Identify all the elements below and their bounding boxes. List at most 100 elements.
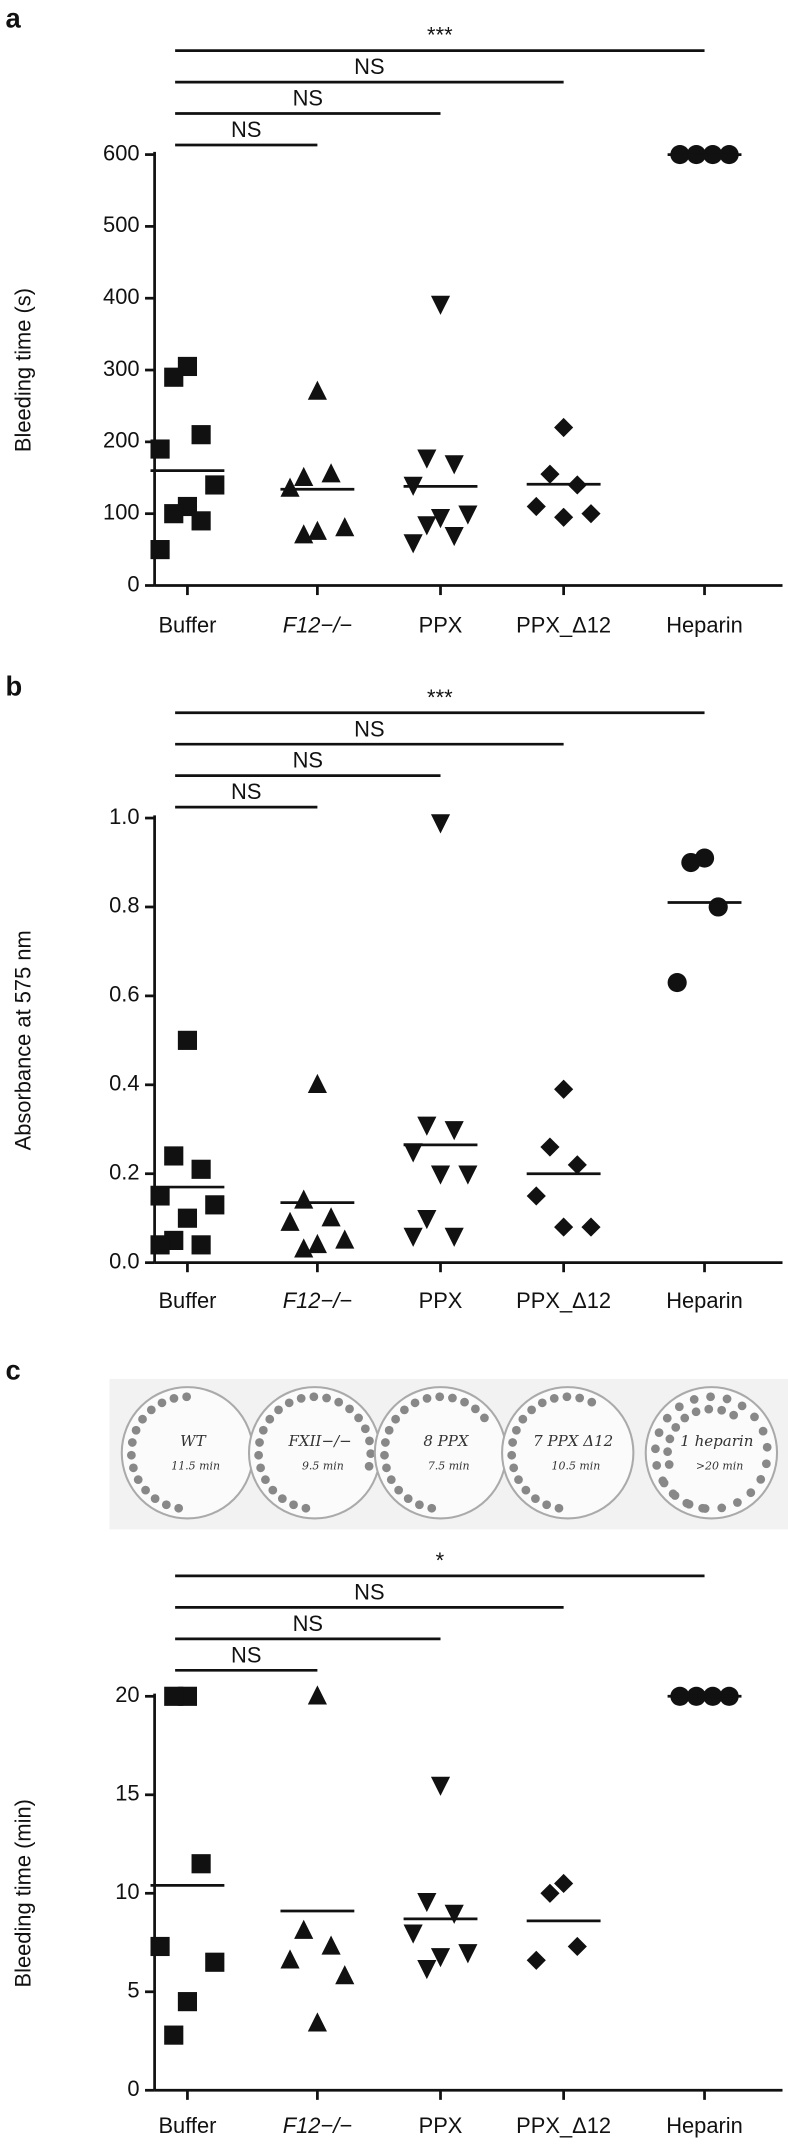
marker bbox=[307, 1233, 327, 1254]
blood-spot bbox=[364, 1461, 374, 1471]
blood-spot bbox=[531, 1494, 540, 1504]
blood-spot bbox=[527, 1405, 536, 1415]
marker bbox=[150, 1936, 170, 1957]
marker bbox=[417, 516, 437, 536]
blood-spot bbox=[354, 1413, 363, 1423]
blood-spot bbox=[127, 1450, 136, 1460]
significance-label: NS bbox=[231, 117, 261, 142]
marker bbox=[177, 1208, 198, 1228]
blood-spot bbox=[386, 1475, 396, 1485]
marker bbox=[554, 1079, 574, 1099]
marker bbox=[403, 1143, 423, 1163]
marker bbox=[667, 972, 687, 993]
blood-spot bbox=[289, 1500, 298, 1510]
y-tick-label: 600 bbox=[103, 140, 139, 165]
significance-label: NS bbox=[293, 86, 323, 111]
blood-spot bbox=[758, 1426, 768, 1436]
marker bbox=[307, 1685, 327, 1705]
y-tick-label: 1.0 bbox=[109, 804, 139, 829]
blood-spot bbox=[169, 1393, 179, 1403]
significance-label: NS bbox=[354, 1579, 384, 1604]
y-tick-label: 10 bbox=[115, 1879, 139, 1904]
blood-spot bbox=[507, 1450, 517, 1460]
marker bbox=[540, 1883, 560, 1903]
plate bbox=[373, 1386, 508, 1520]
marker bbox=[444, 455, 464, 475]
marker bbox=[540, 464, 560, 484]
blood-spot bbox=[301, 1503, 311, 1513]
marker bbox=[191, 1235, 211, 1255]
blood-spot bbox=[762, 1442, 772, 1452]
blood-spot bbox=[659, 1478, 669, 1488]
blood-spot bbox=[689, 1395, 699, 1404]
marker bbox=[191, 1854, 211, 1874]
marker bbox=[403, 534, 423, 554]
blood-spot bbox=[435, 1392, 445, 1402]
plate-time: 10.5 min bbox=[552, 1459, 601, 1472]
blood-spot bbox=[671, 1422, 681, 1432]
marker bbox=[567, 1155, 587, 1175]
significance-label: NS bbox=[231, 779, 261, 804]
marker bbox=[554, 417, 574, 438]
y-tick-label: 100 bbox=[103, 499, 139, 524]
marker bbox=[150, 1186, 170, 1206]
y-tick-label: 400 bbox=[103, 284, 139, 309]
blood-spot bbox=[554, 1503, 564, 1513]
blood-spot bbox=[345, 1404, 354, 1414]
x-tick-label: Heparin bbox=[666, 612, 743, 637]
marker bbox=[403, 1924, 423, 1944]
blood-spot bbox=[256, 1463, 265, 1473]
y-tick-label: 500 bbox=[103, 212, 139, 237]
y-tick-label: 0 bbox=[127, 2076, 139, 2101]
x-tick-label: PPX bbox=[419, 1288, 463, 1313]
marker bbox=[526, 1186, 546, 1206]
blood-spot bbox=[460, 1397, 469, 1407]
marker bbox=[307, 2012, 327, 2032]
blood-spot bbox=[381, 1438, 390, 1447]
marker bbox=[177, 1992, 198, 2012]
blood-spot bbox=[662, 1413, 672, 1423]
blood-spot bbox=[542, 1500, 552, 1510]
significance-label: * bbox=[436, 1548, 445, 1573]
marker bbox=[581, 504, 601, 524]
y-tick-label: 0.6 bbox=[109, 982, 139, 1007]
significance-label: NS bbox=[231, 1642, 261, 1667]
blood-spot bbox=[400, 1405, 409, 1415]
x-tick-label: F12−/− bbox=[283, 2113, 353, 2138]
blood-spot bbox=[663, 1447, 672, 1457]
blood-spot bbox=[746, 1488, 756, 1498]
marker bbox=[191, 425, 211, 445]
marker bbox=[554, 1217, 574, 1237]
marker bbox=[205, 1195, 225, 1215]
blood-spot bbox=[415, 1500, 424, 1510]
marker bbox=[191, 1159, 211, 1179]
blood-spot bbox=[665, 1434, 675, 1444]
blood-spot bbox=[651, 1444, 660, 1454]
blood-spot bbox=[309, 1392, 319, 1402]
blood-spot bbox=[704, 1404, 714, 1414]
significance-label: NS bbox=[354, 716, 384, 741]
x-tick-label: PPX_Δ12 bbox=[516, 2113, 611, 2138]
marker bbox=[458, 1944, 478, 1964]
blood-spot bbox=[360, 1424, 370, 1434]
blood-spot bbox=[509, 1463, 519, 1473]
marker bbox=[430, 1776, 451, 1796]
marker bbox=[307, 520, 327, 540]
marker bbox=[444, 1121, 464, 1141]
blood-spot bbox=[514, 1475, 523, 1485]
blood-spot bbox=[512, 1425, 521, 1435]
blood-spot bbox=[680, 1413, 690, 1423]
blood-spot bbox=[133, 1475, 143, 1485]
blood-spot bbox=[480, 1413, 489, 1423]
blood-spot bbox=[161, 1500, 171, 1510]
marker bbox=[526, 496, 546, 517]
blood-spot bbox=[382, 1463, 391, 1473]
blood-spot bbox=[261, 1475, 270, 1485]
plate-time: 11.5 min bbox=[171, 1459, 220, 1472]
marker bbox=[164, 1146, 184, 1166]
blood-spot bbox=[391, 1414, 400, 1424]
marker bbox=[205, 1952, 225, 1972]
marker bbox=[307, 380, 327, 400]
marker bbox=[294, 1189, 314, 1209]
